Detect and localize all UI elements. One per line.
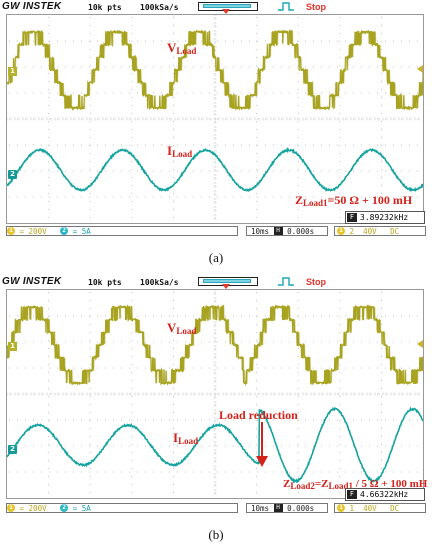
ch2-current-trace bbox=[7, 406, 423, 484]
trigger-box: 1 1 40V DC bbox=[334, 503, 426, 513]
frequency-readout: F 4.66322kHz bbox=[345, 488, 425, 501]
trigger-position-marker bbox=[222, 284, 230, 289]
ch1-scale-icon: 1 bbox=[7, 227, 15, 235]
ch2-scale-icon: 2 bbox=[60, 504, 69, 512]
frequency-icon: F bbox=[347, 213, 357, 222]
load-reduction-label: Load reduction bbox=[219, 408, 298, 422]
ch1-scale-icon: 1 bbox=[7, 504, 15, 512]
trigger-source-icon: 1 bbox=[337, 504, 345, 512]
caption-b: (b) bbox=[208, 527, 224, 542]
frequency-icon: F bbox=[347, 490, 357, 499]
vload-label: VLoad bbox=[167, 40, 197, 56]
waveform-plot bbox=[7, 290, 423, 495]
sample-rate: 100kSa/s bbox=[140, 278, 179, 287]
vload-label: VLoad bbox=[167, 320, 197, 336]
load-reduction-arrow-icon bbox=[256, 422, 268, 467]
timebase-box: 10ms H 0.000s bbox=[246, 226, 328, 236]
trigger-position-marker bbox=[222, 9, 230, 14]
timebase-box: 10ms H 0.000s bbox=[246, 503, 328, 513]
ch1-voltage-trace bbox=[7, 29, 423, 112]
iload-label: ILoad bbox=[167, 143, 193, 159]
ch1-marker-icon: 1 bbox=[8, 67, 17, 76]
h-position-icon: H bbox=[273, 504, 283, 512]
brand-logo: GW INSTEK bbox=[2, 276, 62, 287]
ch1-marker-icon: 1 bbox=[8, 342, 17, 351]
right-edge-markers bbox=[417, 65, 423, 73]
status-bar: 1 = 200V 2 = 5A 10ms H 0.000s 1 1 40V DC bbox=[0, 503, 432, 515]
frequency-readout: F 3.89232kHz bbox=[345, 211, 425, 224]
ch2-scale-icon: 2 bbox=[60, 227, 69, 235]
run-status: Stop bbox=[306, 2, 326, 12]
ch2-marker-icon: 2 bbox=[8, 445, 17, 454]
ch2-current-trace bbox=[7, 147, 423, 193]
waveform-plot bbox=[7, 15, 423, 220]
ch2-marker-icon: 2 bbox=[8, 170, 17, 179]
trigger-edge-icon bbox=[278, 2, 294, 11]
waveform-display: 1 2 VLoad ILoad Load reduction ZLoad2=ZL… bbox=[6, 289, 428, 501]
h-position-icon: H bbox=[273, 227, 283, 235]
iload-label: ILoad bbox=[173, 430, 199, 446]
impedance-annotation: ZLoad1=50 Ω + 100 mH bbox=[295, 193, 413, 208]
sample-rate: 100kSa/s bbox=[140, 3, 179, 12]
waveform-display: 1 2 VLoad ILoad ZLoad1=50 Ω + 100 mH F 3.… bbox=[6, 14, 425, 224]
caption-a: (a) bbox=[208, 250, 224, 265]
channel-scales: 1 = 200V 2 = 5A bbox=[6, 226, 238, 236]
trigger-source-icon: 1 bbox=[337, 227, 345, 235]
status-bar: 1 = 200V 2 = 5A 10ms H 0.000s 1 2 40V DC bbox=[0, 226, 432, 238]
impedance-annotation: ZLoad2=ZLoad1 / 5 Ω + 100 mH bbox=[283, 478, 428, 491]
record-length: 10k pts bbox=[88, 278, 122, 287]
graticule bbox=[7, 290, 420, 495]
ch1-voltage-trace bbox=[7, 304, 423, 387]
trigger-edge-icon bbox=[278, 277, 294, 286]
record-length: 10k pts bbox=[88, 3, 122, 12]
trigger-box: 1 2 40V DC bbox=[334, 226, 426, 236]
scope-header: GW INSTEK 10k pts 100kSa/s Stop bbox=[0, 275, 432, 289]
right-edge-markers bbox=[417, 340, 423, 348]
brand-logo: GW INSTEK bbox=[2, 1, 62, 12]
channel-scales: 1 = 200V 2 = 5A bbox=[6, 503, 238, 513]
scope-header: GW INSTEK 10k pts 100kSa/s Stop bbox=[0, 0, 432, 14]
run-status: Stop bbox=[306, 277, 326, 287]
